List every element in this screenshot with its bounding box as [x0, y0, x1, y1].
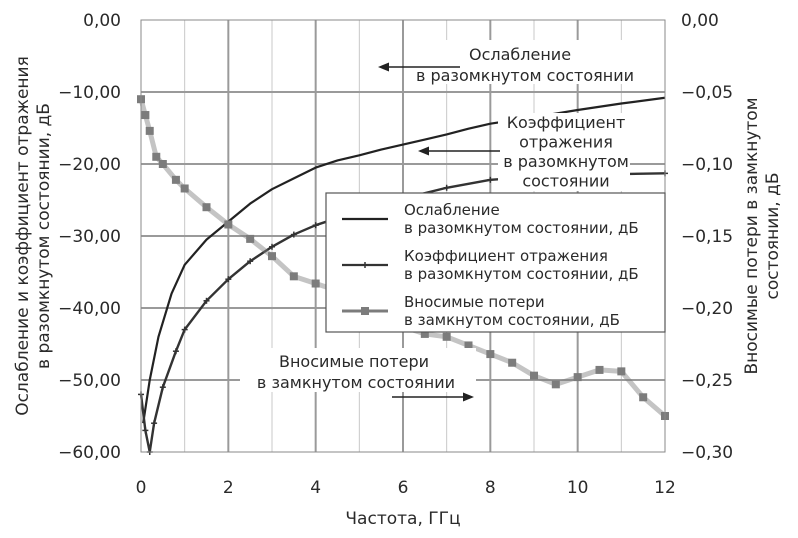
data-point	[152, 152, 161, 161]
y-left-axis-title: Ослабление и коэффициент отражения в разо…	[13, 56, 54, 416]
annotation-text: в разомкнутом	[503, 152, 629, 171]
y-right-tick-label: −0,10	[681, 155, 733, 175]
data-point	[202, 203, 211, 212]
x-tick-label: 0	[136, 478, 147, 498]
legend-label: в замкнутом состоянии, дБ	[404, 311, 620, 329]
y-left-tick-label: −20,00	[58, 155, 121, 175]
x-tick-label: 12	[654, 478, 676, 498]
data-point	[289, 272, 298, 281]
annotation-arrow-head	[418, 146, 429, 156]
data-point	[617, 367, 626, 376]
legend-label: Ослабление	[404, 201, 500, 219]
data-point	[551, 380, 560, 389]
x-tick-label: 2	[223, 478, 234, 498]
data-point	[639, 393, 648, 402]
legend-label: в разомкнутом состоянии, дБ	[404, 219, 639, 237]
y-right-tick-label: 0,00	[681, 11, 719, 31]
x-tick-label: 6	[398, 478, 409, 498]
y-right-tick-label: −0,05	[681, 83, 733, 103]
annotation-text: состоянии	[522, 172, 609, 191]
y-left-tick-label: −60,00	[58, 443, 121, 463]
annotation-arrow-head	[378, 62, 389, 72]
annotation-text: отражения	[519, 133, 613, 152]
data-point	[361, 307, 369, 315]
x-axis-title: Частота, ГГц	[345, 509, 460, 529]
y-left-axis-title-line: в разомкнутом состоянии, дБ	[34, 103, 54, 369]
y-right-axis-title: Вносимые потери в замкнутом состоянии, дБ	[742, 97, 783, 374]
axis-titles: Частота, ГГц Ослабление и коэффициент отр…	[13, 56, 783, 529]
x-tick-label: 4	[310, 478, 321, 498]
y-left-tick-label: −30,00	[58, 227, 121, 247]
legend-label: Вносимые потери	[404, 293, 545, 311]
data-point	[246, 234, 255, 243]
annotation-text: в разомкнутом состоянии	[416, 66, 634, 85]
x-tick-label: 8	[485, 478, 496, 498]
y-right-tick-label: −0,20	[681, 299, 733, 319]
y-left-tick-label: −40,00	[58, 299, 121, 319]
y-right-axis-title-line: Вносимые потери в замкнутом	[742, 97, 762, 374]
data-point	[311, 279, 320, 288]
data-point	[573, 373, 582, 382]
annotation-arrow-head	[463, 392, 474, 402]
data-point	[486, 350, 495, 359]
annotation-text: в замкнутом состоянии	[257, 373, 455, 392]
data-point	[171, 175, 180, 184]
y-left-axis-title-line: Ослабление и коэффициент отражения	[13, 56, 33, 416]
data-point	[145, 126, 154, 135]
data-point	[141, 111, 150, 120]
data-point	[508, 358, 517, 367]
x-tick-label: 10	[567, 478, 589, 498]
annotation-text: Ослабление	[469, 45, 571, 64]
data-point	[268, 252, 276, 261]
data-point	[595, 365, 604, 374]
y-left-tick-label: −10,00	[58, 83, 121, 103]
y-right-axis-title-line: состоянии, дБ	[763, 172, 783, 299]
annotation-background	[240, 348, 476, 392]
annotation-background	[405, 40, 643, 84]
y-right-tick-label: −0,25	[681, 371, 733, 391]
y-left-tick-label: −50,00	[58, 371, 121, 391]
annotation-attenuation: Ослабление в разомкнутом состоянии	[378, 40, 643, 85]
annotation-text: Коэффициент	[507, 113, 626, 132]
legend-label: в разомкнутом состоянии, дБ	[404, 265, 639, 283]
annotation-text: Вносимые потери	[279, 352, 429, 371]
ticks: 0 2 4 6 8 10 12 0,00 0,00 −10,00 −0,05 −20,00 −0,10 −…	[58, 11, 733, 498]
data-point	[420, 329, 429, 338]
annotation-background	[498, 113, 630, 191]
data-point	[158, 160, 167, 168]
data-point	[464, 341, 473, 350]
data-point	[224, 220, 233, 229]
y-right-tick-label: −0,30	[681, 443, 733, 463]
data-point	[530, 371, 538, 380]
data-point	[180, 184, 189, 193]
data-point	[442, 332, 451, 341]
annotation-insertion-loss: Вносимые потери в замкнутом состоянии	[240, 348, 476, 402]
legend-box	[325, 192, 666, 333]
y-right-tick-label: −0,15	[681, 227, 733, 247]
legend-label: Коэффициент отражения	[404, 247, 608, 265]
y-left-tick-label: 0,00	[83, 11, 121, 31]
